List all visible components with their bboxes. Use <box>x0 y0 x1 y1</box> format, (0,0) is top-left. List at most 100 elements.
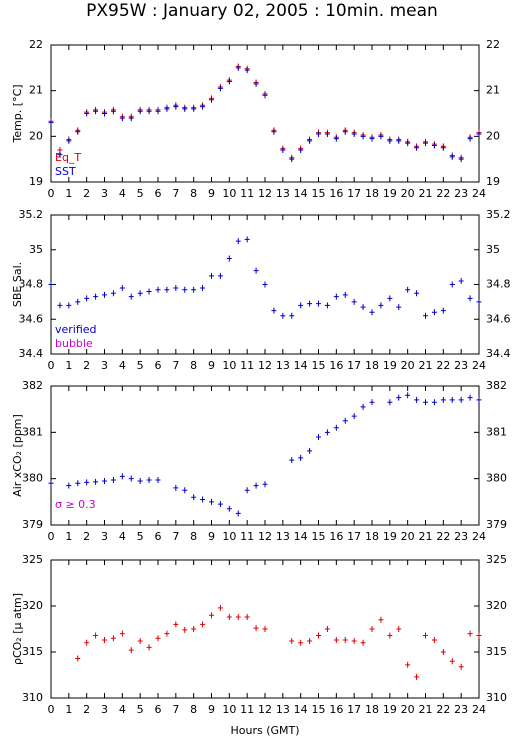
y-tick-label: 20 <box>486 129 500 142</box>
data-point <box>369 399 375 406</box>
data-point <box>137 290 143 297</box>
legend-entry: SST <box>55 165 76 178</box>
x-tick-label: 19 <box>383 359 397 372</box>
data-point <box>102 477 107 484</box>
data-point <box>209 96 214 103</box>
data-point <box>387 399 393 406</box>
data-point <box>449 658 455 665</box>
data-point <box>431 637 437 644</box>
data-point <box>440 649 446 655</box>
x-tick-label: 15 <box>312 187 326 200</box>
x-tick-label: 18 <box>365 187 379 200</box>
y-tick-label: 380 <box>22 472 43 485</box>
data-point <box>342 637 348 644</box>
data-point <box>280 312 286 319</box>
x-tick-label: 16 <box>329 187 343 200</box>
data-point <box>369 626 375 632</box>
y-tick-label: 381 <box>22 425 43 438</box>
y-tick-label: 320 <box>486 599 507 612</box>
y-axis-label: ρCO₂ [μ atm] <box>11 593 24 665</box>
data-point <box>351 131 357 138</box>
data-point <box>226 78 232 85</box>
data-point <box>324 131 330 138</box>
data-point <box>253 482 259 489</box>
y-tick-label: 34.4 <box>19 347 44 360</box>
x-tick-label: 9 <box>208 530 215 543</box>
data-point <box>476 298 482 305</box>
y-tick-label: 315 <box>486 645 507 658</box>
data-point <box>226 614 232 621</box>
x-tick-label: 22 <box>436 530 450 543</box>
data-point <box>360 639 366 646</box>
data-point <box>102 637 107 644</box>
x-tick-label: 9 <box>208 359 215 372</box>
x-tick-label: 6 <box>155 530 162 543</box>
x-tick-label: 19 <box>383 530 397 543</box>
x-tick-label: 9 <box>208 703 215 716</box>
data-point <box>173 284 179 291</box>
x-tick-label: 7 <box>172 187 179 200</box>
x-tick-label: 17 <box>347 187 361 200</box>
data-point <box>155 286 161 293</box>
data-point <box>360 304 366 311</box>
y-tick-label: 35.2 <box>486 208 511 221</box>
y-tick-label: 34.8 <box>19 278 44 291</box>
data-point <box>405 392 411 399</box>
data-point <box>191 105 197 112</box>
data-point <box>84 479 90 486</box>
data-point <box>467 135 473 142</box>
x-axis-label: Hours (GMT) <box>230 724 299 737</box>
x-tick-label: 8 <box>190 703 197 716</box>
data-point <box>289 312 295 319</box>
data-point <box>244 236 250 243</box>
data-point <box>423 140 428 147</box>
data-point <box>182 286 188 293</box>
data-point <box>423 399 428 406</box>
x-tick-label: 11 <box>240 530 254 543</box>
data-point <box>360 133 366 140</box>
data-point <box>146 288 152 295</box>
x-tick-label: 11 <box>240 703 254 716</box>
data-point <box>93 632 99 639</box>
data-point <box>458 278 464 285</box>
data-point <box>369 309 375 316</box>
x-tick-label: 10 <box>222 530 236 543</box>
x-tick-label: 20 <box>401 703 415 716</box>
data-point <box>217 85 223 92</box>
y-axis-label: Air xCO₂ [ppm] <box>11 414 24 497</box>
x-tick-label: 11 <box>240 359 254 372</box>
data-point <box>200 103 206 110</box>
data-point <box>57 151 63 158</box>
data-point <box>405 286 411 293</box>
data-point <box>146 644 152 651</box>
x-tick-label: 10 <box>222 703 236 716</box>
legend-entry: σ ≥ 0.3 <box>55 498 96 511</box>
x-tick-label: 19 <box>383 187 397 200</box>
data-point <box>75 298 81 305</box>
data-point <box>200 621 206 628</box>
data-point <box>155 477 161 484</box>
x-tick-label: 3 <box>101 187 108 200</box>
data-point <box>191 626 197 632</box>
y-tick-label: 35 <box>29 243 43 256</box>
x-tick-label: 24 <box>472 530 486 543</box>
data-point <box>102 291 107 298</box>
y-tick-label: 19 <box>29 175 43 188</box>
data-point <box>307 637 313 644</box>
data-point <box>342 417 348 424</box>
x-tick-label: 24 <box>472 187 486 200</box>
x-tick-label: 22 <box>436 187 450 200</box>
data-point <box>467 394 473 401</box>
data-point <box>342 291 348 298</box>
x-tick-label: 23 <box>454 359 468 372</box>
x-tick-label: 17 <box>347 530 361 543</box>
y-tick-label: 325 <box>22 553 43 566</box>
data-point <box>440 144 446 151</box>
data-point <box>449 281 455 288</box>
y-tick-label: 315 <box>22 645 43 658</box>
data-point <box>476 396 482 403</box>
data-point <box>164 630 170 637</box>
data-point <box>440 307 446 314</box>
